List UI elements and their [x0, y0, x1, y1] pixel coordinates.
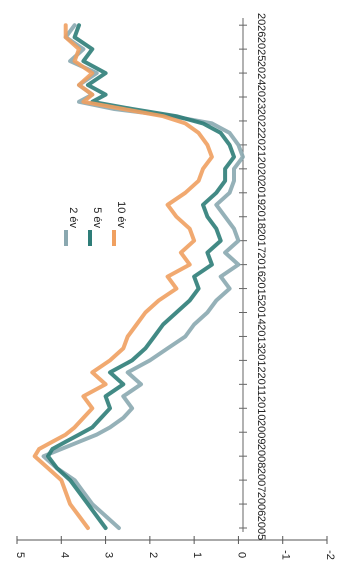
value-tick-label: -1 [280, 550, 292, 560]
year-tick-label: 2017 [255, 228, 267, 252]
year-tick-label: 2025 [255, 37, 267, 61]
value-tick-label: 2 [147, 552, 159, 558]
series-line-2 [32, 23, 214, 530]
year-tick-label: 2023 [255, 85, 267, 109]
year-tick-label: 2014 [255, 300, 267, 324]
year-tick-label: 2008 [255, 444, 267, 468]
year-tick-label: 2021 [255, 133, 267, 157]
value-tick-label: 3 [103, 552, 115, 558]
value-tick-label: 5 [14, 552, 26, 558]
year-tick-label: 2006 [255, 492, 267, 516]
year-tick-label: 2007 [255, 468, 267, 492]
year-tick-label: 2019 [255, 181, 267, 205]
year-tick-label: 2005 [255, 516, 267, 540]
year-tick-label: 2020 [255, 157, 267, 181]
year-tick-label: 2010 [255, 396, 267, 420]
year-tick-label: 2024 [255, 61, 267, 85]
year-tick-label: 2011 [255, 373, 267, 397]
series-line-1 [46, 23, 236, 530]
legend-label: 2 év [67, 207, 79, 228]
year-tick-label: 2018 [255, 204, 267, 228]
value-tick-label: 4 [58, 552, 70, 558]
legend-label: 5 év [91, 207, 103, 228]
year-tick-label: 2015 [255, 276, 267, 300]
value-tick-label: 1 [191, 552, 203, 558]
year-tick-label: 2012 [255, 348, 267, 372]
legend-label: 10 év [115, 201, 127, 228]
year-tick-label: 2013 [255, 324, 267, 348]
value-tick-label: -2 [324, 550, 336, 560]
year-tick-label: 2026 [255, 13, 267, 37]
year-tick-label: 2022 [255, 109, 267, 133]
year-tick-label: 2016 [255, 252, 267, 276]
series-line-0 [41, 23, 245, 530]
value-tick-label: 0 [235, 552, 247, 558]
year-tick-label: 2009 [255, 420, 267, 444]
